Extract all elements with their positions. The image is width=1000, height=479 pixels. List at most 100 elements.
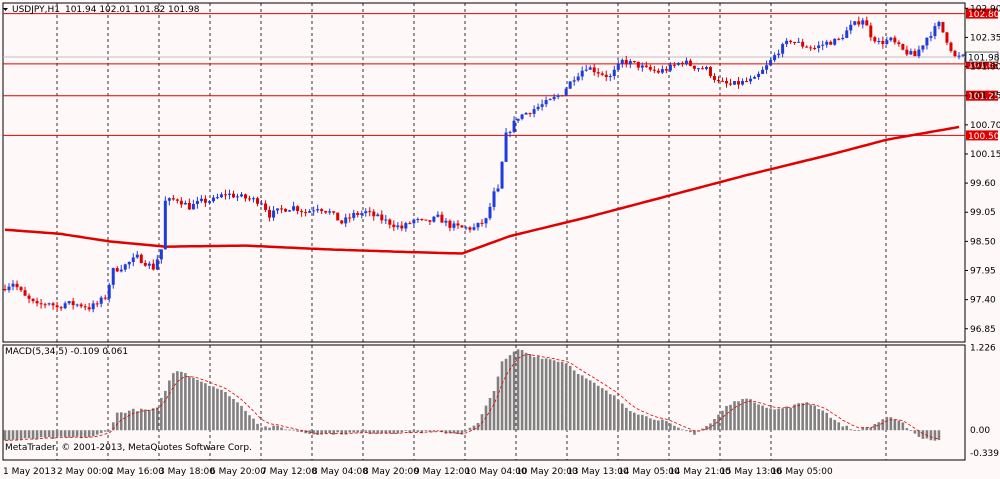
candle-body: [444, 220, 448, 223]
candle-body: [464, 227, 468, 229]
candle-body: [628, 61, 632, 65]
time-axis-label: 13 May 13:00: [567, 467, 629, 477]
macd-bar: [340, 430, 344, 435]
time-axis-label: 2 May 00:00: [57, 467, 113, 477]
macd-bar: [216, 388, 219, 431]
macd-bar: [737, 401, 740, 431]
macd-bar: [897, 420, 901, 431]
moving-average-line: [4, 125, 960, 255]
macd-bar: [645, 416, 648, 431]
candle-body: [909, 51, 913, 55]
macd-bar: [805, 402, 808, 431]
candle-body: [737, 81, 741, 85]
macd-bar: [123, 412, 127, 431]
macd-bar: [653, 419, 656, 431]
macd-bar: [865, 427, 869, 431]
macd-bar: [164, 390, 167, 431]
candle-body: [107, 284, 111, 299]
candle-body: [729, 83, 733, 85]
candle-body: [620, 59, 624, 64]
candle-body: [821, 44, 825, 46]
macd-bar: [324, 430, 327, 434]
candle-body: [941, 22, 945, 33]
price-tick-label: 102.90: [970, 4, 1000, 14]
macd-bar: [7, 430, 11, 441]
macd-bar: [869, 427, 873, 431]
macd-bar: [168, 380, 171, 431]
candle-body: [877, 41, 881, 43]
macd-bar: [43, 430, 47, 438]
candle-body: [344, 217, 348, 224]
macd-bar: [765, 407, 768, 431]
macd-bar: [921, 430, 925, 439]
candle-body: [921, 45, 925, 50]
price-tick-label: 100.70: [970, 121, 1000, 131]
macd-bar: [701, 428, 704, 431]
macd-bar: [733, 401, 736, 431]
candle-body: [51, 303, 55, 306]
macd-bar: [3, 430, 7, 441]
macd-bar: [572, 370, 576, 431]
horizontal-levels[interactable]: 102.80 101.85 101.25 100.50 101.98: [3, 8, 1000, 142]
macd-bar: [817, 409, 820, 431]
candle-body: [520, 114, 524, 119]
macd-bar: [745, 398, 748, 431]
candle-body: [424, 219, 428, 221]
macd-bar: [127, 410, 131, 431]
macd-bar: [528, 354, 532, 431]
macd-bar: [272, 425, 275, 431]
candle-body: [548, 99, 552, 101]
candle-body: [288, 210, 292, 212]
macd-bar: [156, 407, 159, 431]
candle-body: [268, 209, 272, 218]
macd-bar: [208, 385, 211, 431]
candle-body: [368, 211, 372, 213]
macd-bar: [665, 421, 668, 431]
macd-bar: [180, 371, 183, 431]
candle-body: [572, 80, 576, 82]
moving-average: [4, 125, 960, 255]
candle-body: [636, 61, 640, 68]
macd-bar: [280, 427, 283, 431]
macd-bar: [548, 359, 552, 431]
macd-bar: [91, 430, 95, 437]
candle-body: [624, 59, 628, 65]
candle-body: [648, 66, 652, 70]
macd-bar: [348, 430, 352, 433]
chart-symbol-header: USDJPY,H1 101.94 102.01 101.82 101.98: [12, 5, 200, 15]
collapse-arrow-icon[interactable]: [3, 8, 8, 11]
macd-bar: [629, 411, 632, 431]
candle-body: [833, 38, 837, 45]
macd-bar: [55, 430, 59, 437]
candle-body: [67, 301, 71, 304]
candle-body: [781, 44, 785, 54]
candle-body: [79, 304, 83, 307]
candle-body: [769, 60, 773, 66]
macd-bar: [320, 430, 323, 435]
macd-bar: [412, 430, 416, 433]
macd-bar: [729, 404, 732, 431]
macd-bar: [825, 412, 829, 431]
candle-body: [380, 214, 384, 221]
macd-bar: [444, 430, 448, 434]
macd-bar: [596, 385, 600, 431]
macd-bar: [152, 408, 155, 431]
candle-body: [203, 198, 207, 203]
axes: 1 May 2013 2 May 00:002 May 16:003 May 18…: [3, 4, 1000, 477]
macd-bar: [248, 415, 251, 431]
macd-bar: [917, 430, 921, 437]
macd-bar: [532, 357, 536, 431]
candle-body: [857, 21, 861, 25]
macd-signal-line: [5, 354, 939, 441]
candle-body: [725, 81, 729, 84]
macd-bar: [544, 358, 548, 431]
macd-bar: [111, 422, 115, 431]
level-tag: [966, 8, 998, 19]
macd-bar: [673, 425, 676, 431]
macd-bar: [11, 430, 15, 440]
candle-body: [47, 303, 51, 305]
macd-bar: [857, 430, 861, 432]
candle-body: [873, 37, 877, 42]
candle-body: [239, 194, 243, 197]
